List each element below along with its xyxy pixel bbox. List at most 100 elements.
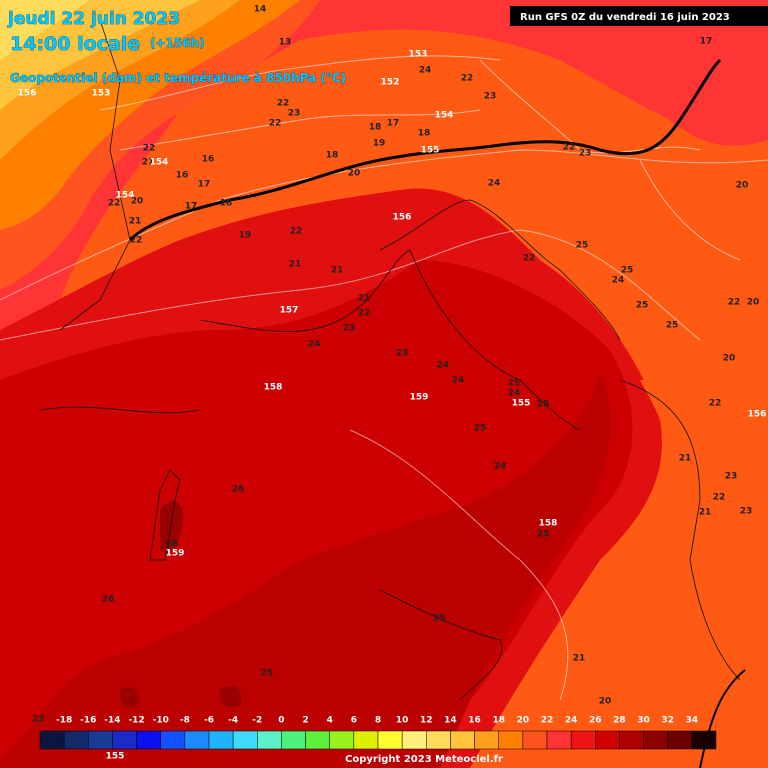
legend-cell	[450, 730, 475, 750]
map-label: 156	[18, 89, 37, 99]
legend-label: 12	[420, 716, 433, 726]
map-label: 155	[106, 752, 125, 762]
map-label: 23	[288, 109, 301, 119]
map-label: 23	[740, 507, 753, 517]
legend: -18 -16 -14 -12 -10 -8 -6 -4 -2 0 2 4 6 8 10 12 14 16 18 20…	[39, 716, 717, 750]
map-label: 23	[579, 149, 592, 159]
map-label: 25	[621, 266, 634, 276]
legend-cell	[426, 730, 451, 750]
legend-cell	[184, 730, 210, 750]
copyright: Copyright 2023 Meteociel.fr	[345, 754, 503, 765]
legend-cell	[329, 730, 355, 750]
legend-cell	[39, 730, 65, 750]
legend-label: 34	[686, 716, 699, 726]
legend-label: -8	[180, 716, 190, 726]
legend-label: 28	[613, 716, 626, 726]
map-label: 25	[474, 424, 487, 434]
map-label: 19	[239, 231, 252, 241]
map-label: 17	[198, 180, 211, 190]
legend-label: -4	[228, 716, 238, 726]
map-label: 21	[129, 217, 142, 227]
legend-label: 32	[661, 716, 674, 726]
legend-label: -6	[204, 716, 214, 726]
legend-label: -2	[252, 716, 262, 726]
map-label: 158	[264, 383, 283, 393]
legend-cell	[546, 730, 572, 750]
map-label: 22	[713, 493, 726, 503]
map-label: 24	[612, 276, 625, 286]
map-label: 24	[488, 179, 501, 189]
map-label: 22	[709, 399, 722, 409]
legend-label: 10	[396, 716, 409, 726]
map-label: 20	[348, 169, 361, 179]
map-label: 20	[747, 298, 760, 308]
map-label: 21	[142, 158, 155, 168]
map-label: 23	[725, 472, 738, 482]
map-label: 20	[131, 197, 144, 207]
legend-cell	[401, 730, 427, 750]
legend-label: -14	[104, 716, 120, 726]
map-label: 21	[331, 266, 344, 276]
legend-label: 22	[541, 716, 554, 726]
zone-east	[640, 380, 768, 768]
map-label: 156	[393, 213, 412, 223]
run-info: Run GFS 0Z du vendredi 16 juin 2023	[520, 12, 730, 23]
map-label: 159	[166, 549, 185, 559]
map-label: 157	[280, 306, 299, 316]
zone-27	[119, 501, 242, 708]
map-label: 24	[419, 66, 432, 76]
map-label: 22	[143, 144, 156, 154]
legend-cell	[88, 730, 113, 750]
map-label: 21	[573, 654, 586, 664]
map-label: 22	[728, 298, 741, 308]
legend-cell	[160, 730, 186, 750]
legend-label: 4	[327, 716, 333, 726]
map-label: 22	[290, 227, 303, 237]
map-label: 154	[116, 191, 135, 201]
map-label: 21	[289, 260, 302, 270]
map-label: 26	[232, 485, 245, 495]
map-label: 18	[418, 129, 431, 139]
legend-label: -12	[128, 716, 144, 726]
legend-cell	[353, 730, 379, 750]
legend-label: 26	[589, 716, 602, 726]
map-label: 22	[358, 309, 371, 319]
map-label: 21	[699, 508, 712, 518]
legend-label: 16	[468, 716, 481, 726]
map-label: 23	[396, 349, 409, 359]
map-label: 25	[508, 379, 521, 389]
legend-cell	[257, 730, 282, 750]
map-label: 21	[358, 294, 371, 304]
legend-label: 24	[565, 716, 578, 726]
lead: (+156h)	[150, 36, 205, 50]
map-label: 16	[176, 171, 189, 181]
legend-label: 18	[492, 716, 505, 726]
map-label: 17	[185, 202, 198, 212]
isohypse-thick-south	[699, 669, 746, 768]
map-label: 153	[92, 89, 111, 99]
legend-cell	[498, 730, 524, 750]
legend-cell	[667, 730, 693, 750]
legend-cell	[570, 730, 596, 750]
map-label: 24	[437, 361, 450, 371]
legend-cell	[474, 730, 499, 750]
map-label: 25	[537, 530, 550, 540]
map-label: 22	[130, 236, 143, 246]
legend-cell	[112, 730, 137, 750]
legend-label: 6	[351, 716, 357, 726]
map-label: 16	[202, 155, 215, 165]
legend-cell	[305, 730, 330, 750]
map-label: 154	[435, 111, 454, 121]
map-label: 22	[461, 74, 474, 84]
map-label: 22	[269, 119, 282, 129]
map-label: 22	[277, 99, 290, 109]
map-label: 25	[537, 400, 550, 410]
map-label: 17	[700, 37, 713, 47]
map-label: 19	[373, 139, 386, 149]
map-label: 24	[494, 462, 507, 472]
legend-label: -18	[56, 716, 72, 726]
map-label: 156	[748, 410, 767, 420]
